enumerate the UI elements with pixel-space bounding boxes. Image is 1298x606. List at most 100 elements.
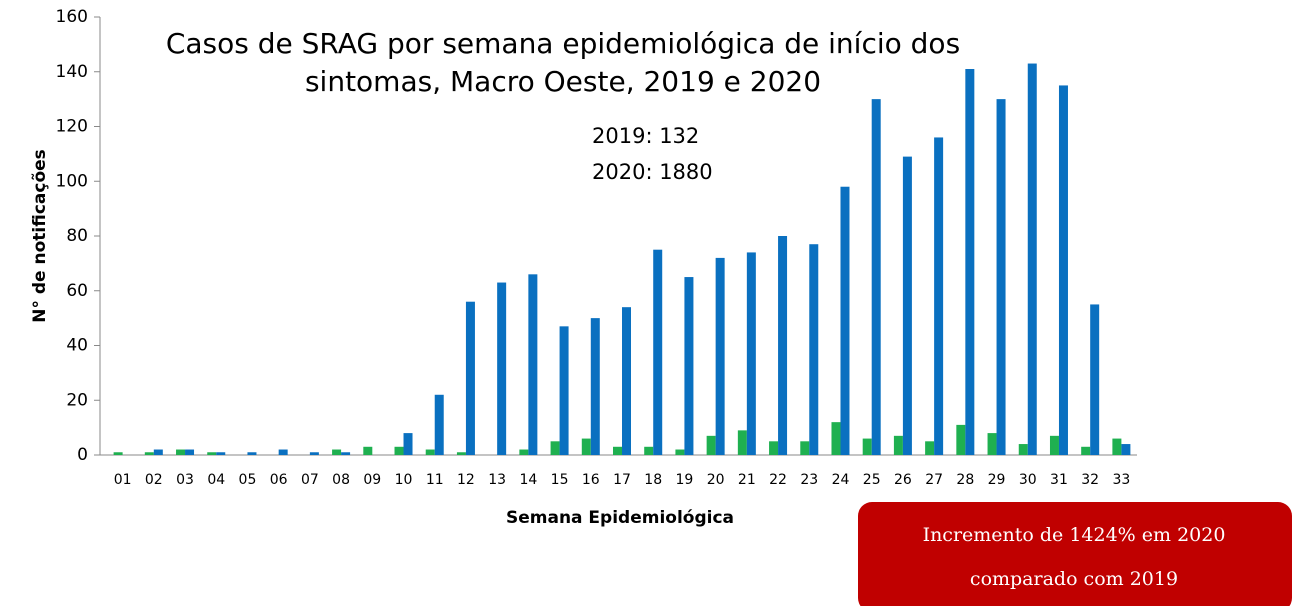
bar [956,424,966,455]
x-tick-label: 14 [519,472,537,488]
bar [434,394,444,455]
bar [715,257,725,455]
bar [934,137,944,455]
x-tick-label: 22 [769,472,787,488]
x-tick-label: 17 [613,472,631,488]
x-tick-label: 25 [863,472,881,488]
y-tick-label: 40 [66,336,88,356]
y-tick-label: 120 [56,117,88,137]
bar [278,449,288,455]
bar [113,452,123,455]
x-tick-label: 09 [363,472,381,488]
x-tick-label: 03 [176,472,194,488]
bar [247,452,257,455]
bar [1090,304,1100,455]
bar [497,282,507,455]
x-tick-label: 12 [457,472,475,488]
bar [153,449,163,455]
x-tick-label: 07 [301,472,319,488]
bar [309,452,319,455]
chart-title: sintomas, Macro Oeste, 2019 e 2020 [305,65,821,98]
x-tick-label: 32 [1081,472,1099,488]
bar [737,430,747,455]
y-tick-label: 100 [56,171,88,191]
bar [590,318,600,455]
x-tick-label: 08 [332,472,350,488]
bar [840,186,850,455]
x-tick-label: 10 [395,472,413,488]
x-tick-label: 18 [644,472,662,488]
bar [862,438,872,455]
bar [831,422,841,455]
x-tick-label: 23 [800,472,818,488]
y-tick-label: 60 [66,281,88,301]
x-tick-label: 29 [988,472,1006,488]
bar [1018,444,1028,455]
chart-title: Casos de SRAG por semana epidemiológica … [166,27,960,60]
x-tick-label: 26 [894,472,912,488]
x-tick-label: 19 [676,472,694,488]
bar [581,438,591,455]
bar [613,446,622,455]
bar [185,449,195,455]
y-tick-label: 80 [66,226,88,246]
bar [622,307,631,455]
bar [653,249,663,455]
bar [1027,63,1037,455]
x-tick-label: 16 [582,472,600,488]
y-tick-label: 0 [77,445,88,465]
bar [1058,85,1068,455]
bar [684,277,694,455]
bar [425,449,435,455]
bar [207,452,217,455]
y-tick-label: 20 [66,390,88,410]
bar [403,433,413,455]
x-tick-label: 04 [207,472,225,488]
bar [519,449,529,455]
bar [871,99,881,455]
x-tick-label: 11 [426,472,444,488]
bar [559,326,569,455]
bar [332,449,342,455]
bar [706,435,716,455]
bar [893,435,903,455]
x-tick-label: 06 [270,472,288,488]
bar [363,446,373,455]
bar [925,441,935,455]
annotation: 2020: 1880 [592,160,713,184]
x-axis-label: Semana Epidemiológica [506,508,734,528]
bar [675,449,685,455]
x-tick-label: 33 [1112,472,1130,488]
x-tick-label: 30 [1019,472,1037,488]
bar [902,156,912,456]
x-tick-label: 02 [145,472,163,488]
bar [769,441,779,455]
x-tick-label: 15 [551,472,569,488]
bar [176,449,186,455]
callout-text: Incremento de 1424% em 2020 [923,524,1226,546]
bar [456,452,466,455]
bar [778,236,788,455]
bar [1049,435,1059,455]
bar [528,274,538,455]
callout-text: comparado com 2019 [970,568,1178,590]
bar [965,69,975,455]
x-tick-label: 31 [1050,472,1068,488]
x-tick-label: 28 [956,472,974,488]
bar [746,252,756,455]
annotation: 2019: 132 [592,124,699,148]
bar [550,441,560,455]
bar [216,452,226,455]
bar [996,99,1006,455]
bar [1081,446,1091,455]
x-tick-label: 24 [832,472,850,488]
bar [1112,438,1122,455]
y-tick-label: 140 [56,62,88,82]
bar [644,446,654,455]
x-tick-label: 21 [738,472,756,488]
x-tick-label: 27 [925,472,943,488]
bar [1121,444,1131,455]
bar [465,301,475,455]
bar [987,433,997,455]
